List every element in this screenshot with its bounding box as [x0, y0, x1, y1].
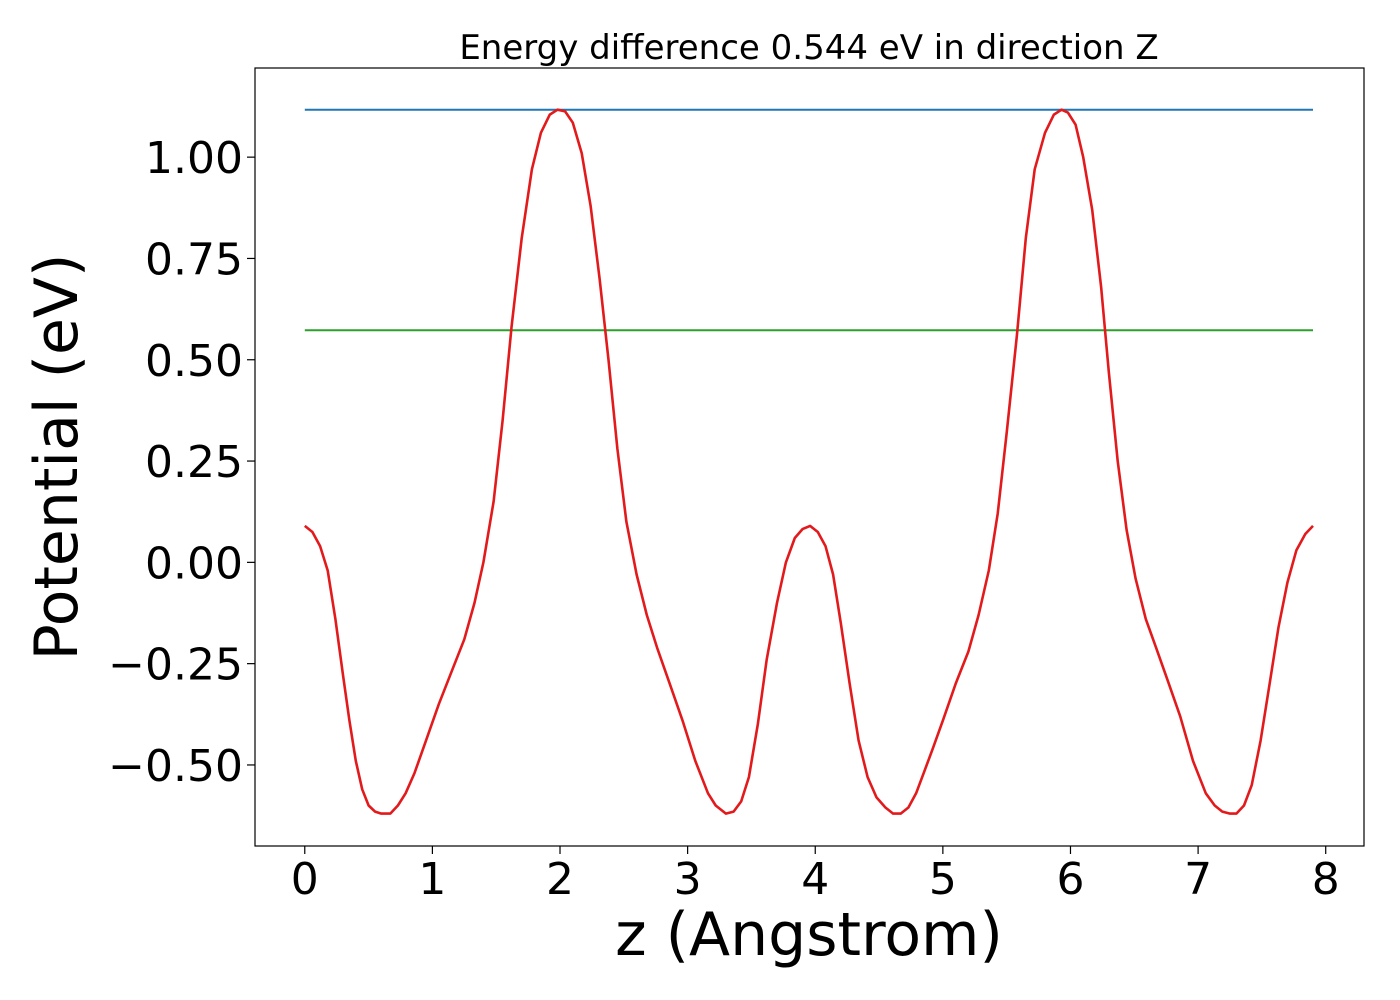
plot-frame	[254, 67, 1365, 847]
x-tick-label: 8	[1312, 854, 1340, 905]
y-axis: 1.00 0.75 0.50 0.25 0.00 −0.25 −0.50	[108, 133, 255, 792]
x-tick-label: 1	[418, 854, 446, 905]
plot-area	[303, 108, 1314, 815]
y-tick-label: −0.50	[108, 741, 243, 792]
y-axis-label: Potential (eV)	[22, 254, 92, 661]
y-tick-label: 1.00	[145, 133, 243, 184]
chart-title: Energy difference 0.544 eV in direction …	[459, 28, 1158, 68]
x-tick-label: 3	[674, 854, 702, 905]
x-tick-label: 7	[1184, 854, 1212, 905]
x-tick-label: 5	[929, 854, 957, 905]
y-tick-label: −0.25	[108, 640, 243, 691]
y-tick-label: 0.50	[145, 336, 243, 387]
x-tick-label: 0	[291, 854, 319, 905]
x-tick-label: 4	[801, 854, 829, 905]
x-axis: 0 1 2 3 4 5 6 7 8	[291, 846, 1340, 905]
x-tick-label: 6	[1056, 854, 1084, 905]
y-tick-label: 0.75	[145, 234, 243, 285]
potential-curve	[303, 108, 1314, 815]
x-axis-label: z (Angstrom)	[615, 900, 1003, 970]
x-tick-label: 2	[546, 854, 574, 905]
y-tick-label: 0.25	[145, 437, 243, 488]
y-tick-label: 0.00	[145, 538, 243, 589]
